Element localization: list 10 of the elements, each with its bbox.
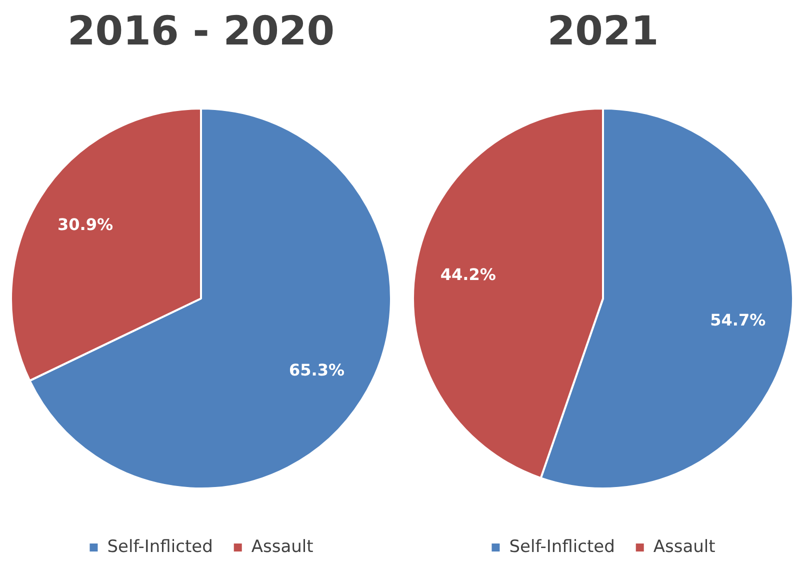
legend-label: Self-Inflicted: [107, 536, 213, 557]
legend-label: Assault: [653, 536, 716, 557]
data-label: 54.7%: [710, 310, 766, 330]
legend-label: Self-Inflicted: [509, 536, 615, 557]
chart-title: 2016 - 2020: [67, 8, 335, 54]
data-label: 65.3%: [289, 360, 345, 380]
chart-title: 2021: [547, 8, 659, 54]
data-label: 30.9%: [57, 214, 113, 234]
legend-label: Assault: [251, 536, 314, 557]
data-label: 44.2%: [440, 264, 496, 284]
